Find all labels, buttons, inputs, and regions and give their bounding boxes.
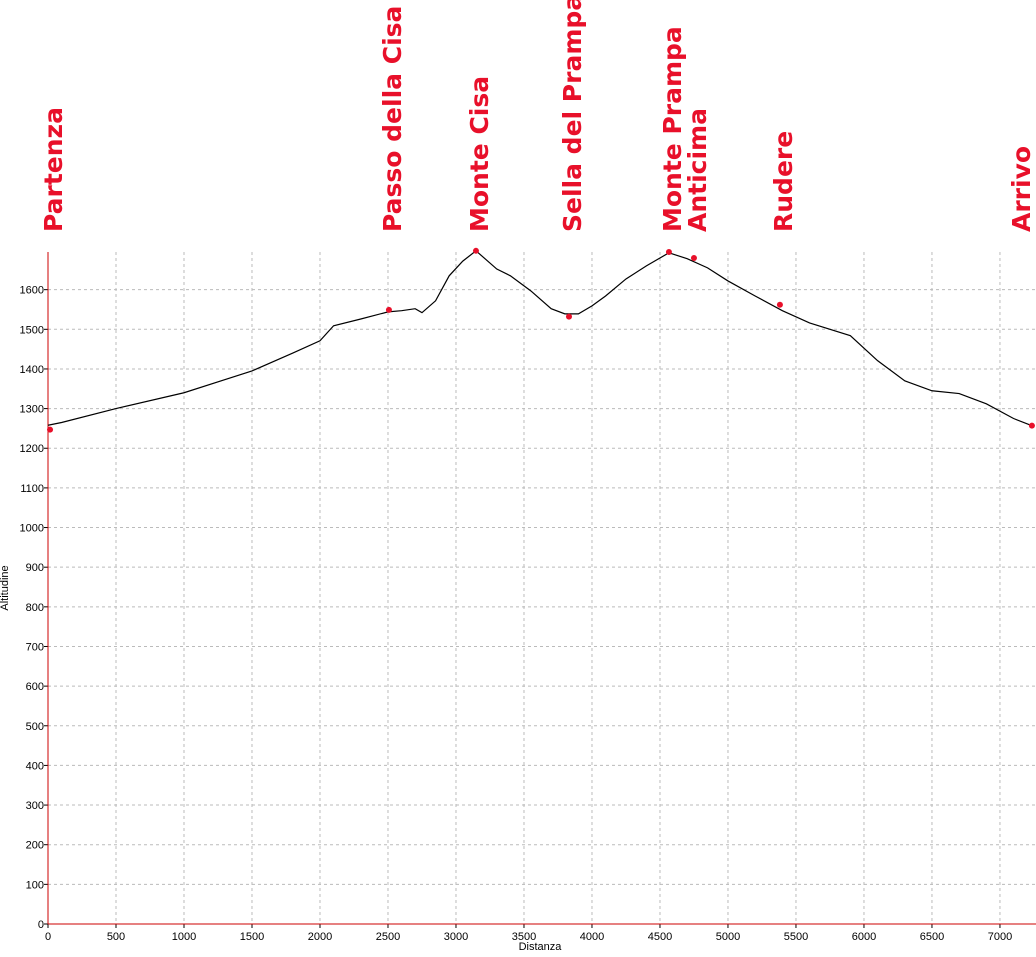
y-axis-title: Altitudine — [0, 565, 11, 610]
x-tick-label: 0 — [45, 931, 51, 943]
x-tick-label: 7000 — [988, 931, 1012, 943]
x-tick-label: 6000 — [852, 931, 876, 943]
x-tick-label: 1500 — [240, 931, 264, 943]
x-tick-label: 4500 — [648, 931, 672, 943]
waypoint-label: Monte Cisa — [465, 76, 494, 232]
waypoint — [776, 301, 783, 308]
y-tick-label: 800 — [26, 602, 44, 614]
y-tick-label: 1200 — [20, 443, 44, 455]
x-tick-label: 2500 — [376, 931, 400, 943]
waypoint — [1028, 422, 1035, 429]
y-tick-label: 0 — [38, 919, 44, 931]
y-tick-label: 100 — [26, 879, 44, 891]
y-tick-label: 1100 — [20, 483, 44, 495]
waypoint-label: Arrivo — [1007, 146, 1036, 232]
x-tick-label: 1000 — [172, 931, 196, 943]
waypoint-label: Rudere — [769, 131, 798, 232]
y-tick-label: 900 — [26, 562, 44, 574]
waypoint — [385, 306, 392, 313]
y-tick-label: 1400 — [20, 364, 44, 376]
y-tick-label: 500 — [26, 721, 44, 733]
x-tick-label: 3000 — [444, 931, 468, 943]
waypoint-label: Monte Prampa — [658, 26, 687, 232]
x-tick-label: 6500 — [920, 931, 944, 943]
y-tick-label: 1000 — [20, 523, 44, 535]
x-tick-label: 3500 — [512, 931, 536, 943]
waypoint — [665, 249, 672, 255]
profile-line — [47, 250, 1033, 427]
y-tick-label: 200 — [26, 840, 44, 852]
waypoint-label: Anticima — [683, 108, 712, 232]
x-axis-title: Distanza — [519, 941, 563, 953]
y-tick-label: 400 — [26, 760, 44, 772]
x-tick-label: 2000 — [308, 931, 332, 943]
y-tick-label: 600 — [26, 681, 44, 693]
y-tick-label: 300 — [26, 800, 44, 812]
x-tick-label: 4000 — [580, 931, 604, 943]
y-tick-label: 1500 — [20, 324, 44, 336]
waypoint-label: Passo della Cisa — [378, 6, 407, 232]
y-tick-label: 700 — [26, 641, 44, 653]
waypoint-label: Partenza — [39, 107, 68, 232]
x-tick-label: 500 — [107, 931, 125, 943]
y-tick-label: 1300 — [20, 404, 44, 416]
waypoint — [472, 247, 479, 254]
x-tick-label: 5500 — [784, 931, 808, 943]
waypoint-label: Sella del Prampa — [558, 0, 587, 232]
waypoint — [690, 254, 697, 261]
x-tick-label: 5000 — [716, 931, 740, 943]
waypoint — [47, 426, 54, 433]
y-tick-label: 1600 — [20, 285, 44, 297]
waypoint — [565, 313, 572, 320]
